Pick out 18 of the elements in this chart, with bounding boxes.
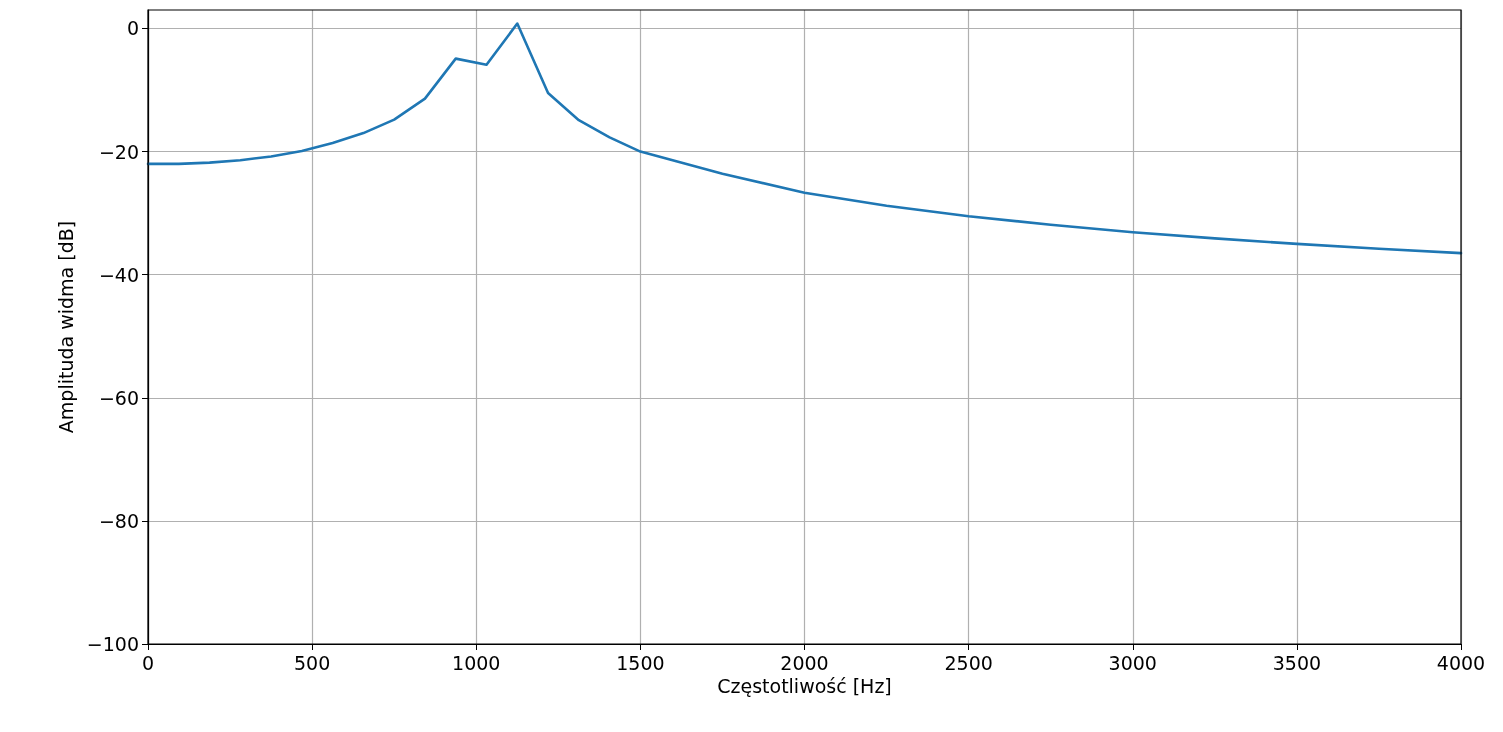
x-tick-label: 3500 — [1272, 651, 1322, 674]
y-tick-label: −60 — [98, 386, 139, 409]
line-series — [146, 22, 1463, 255]
x-tick-label: 2000 — [780, 651, 829, 674]
x-tick-label: 2500 — [944, 651, 993, 674]
x-tick-label: 1500 — [616, 651, 665, 674]
x-tick-label: 3000 — [1108, 651, 1157, 674]
x-tick-label: 0 — [141, 651, 155, 674]
x-tick-label: 4000 — [1436, 651, 1486, 674]
y-tick-label: −100 — [86, 633, 139, 655]
x-axis-title: Częstotliwość [Hz] — [717, 675, 892, 698]
y-tick-label: −80 — [98, 509, 139, 532]
x-tick-label: 1000 — [452, 651, 501, 674]
x-tick-label: 500 — [293, 651, 331, 674]
y-tick-label: 0 — [126, 17, 139, 40]
y-tick-label: −40 — [98, 263, 139, 286]
y-tick-label: −20 — [98, 140, 139, 163]
y-axis-title: Amplituda widma [dB] — [55, 220, 78, 434]
